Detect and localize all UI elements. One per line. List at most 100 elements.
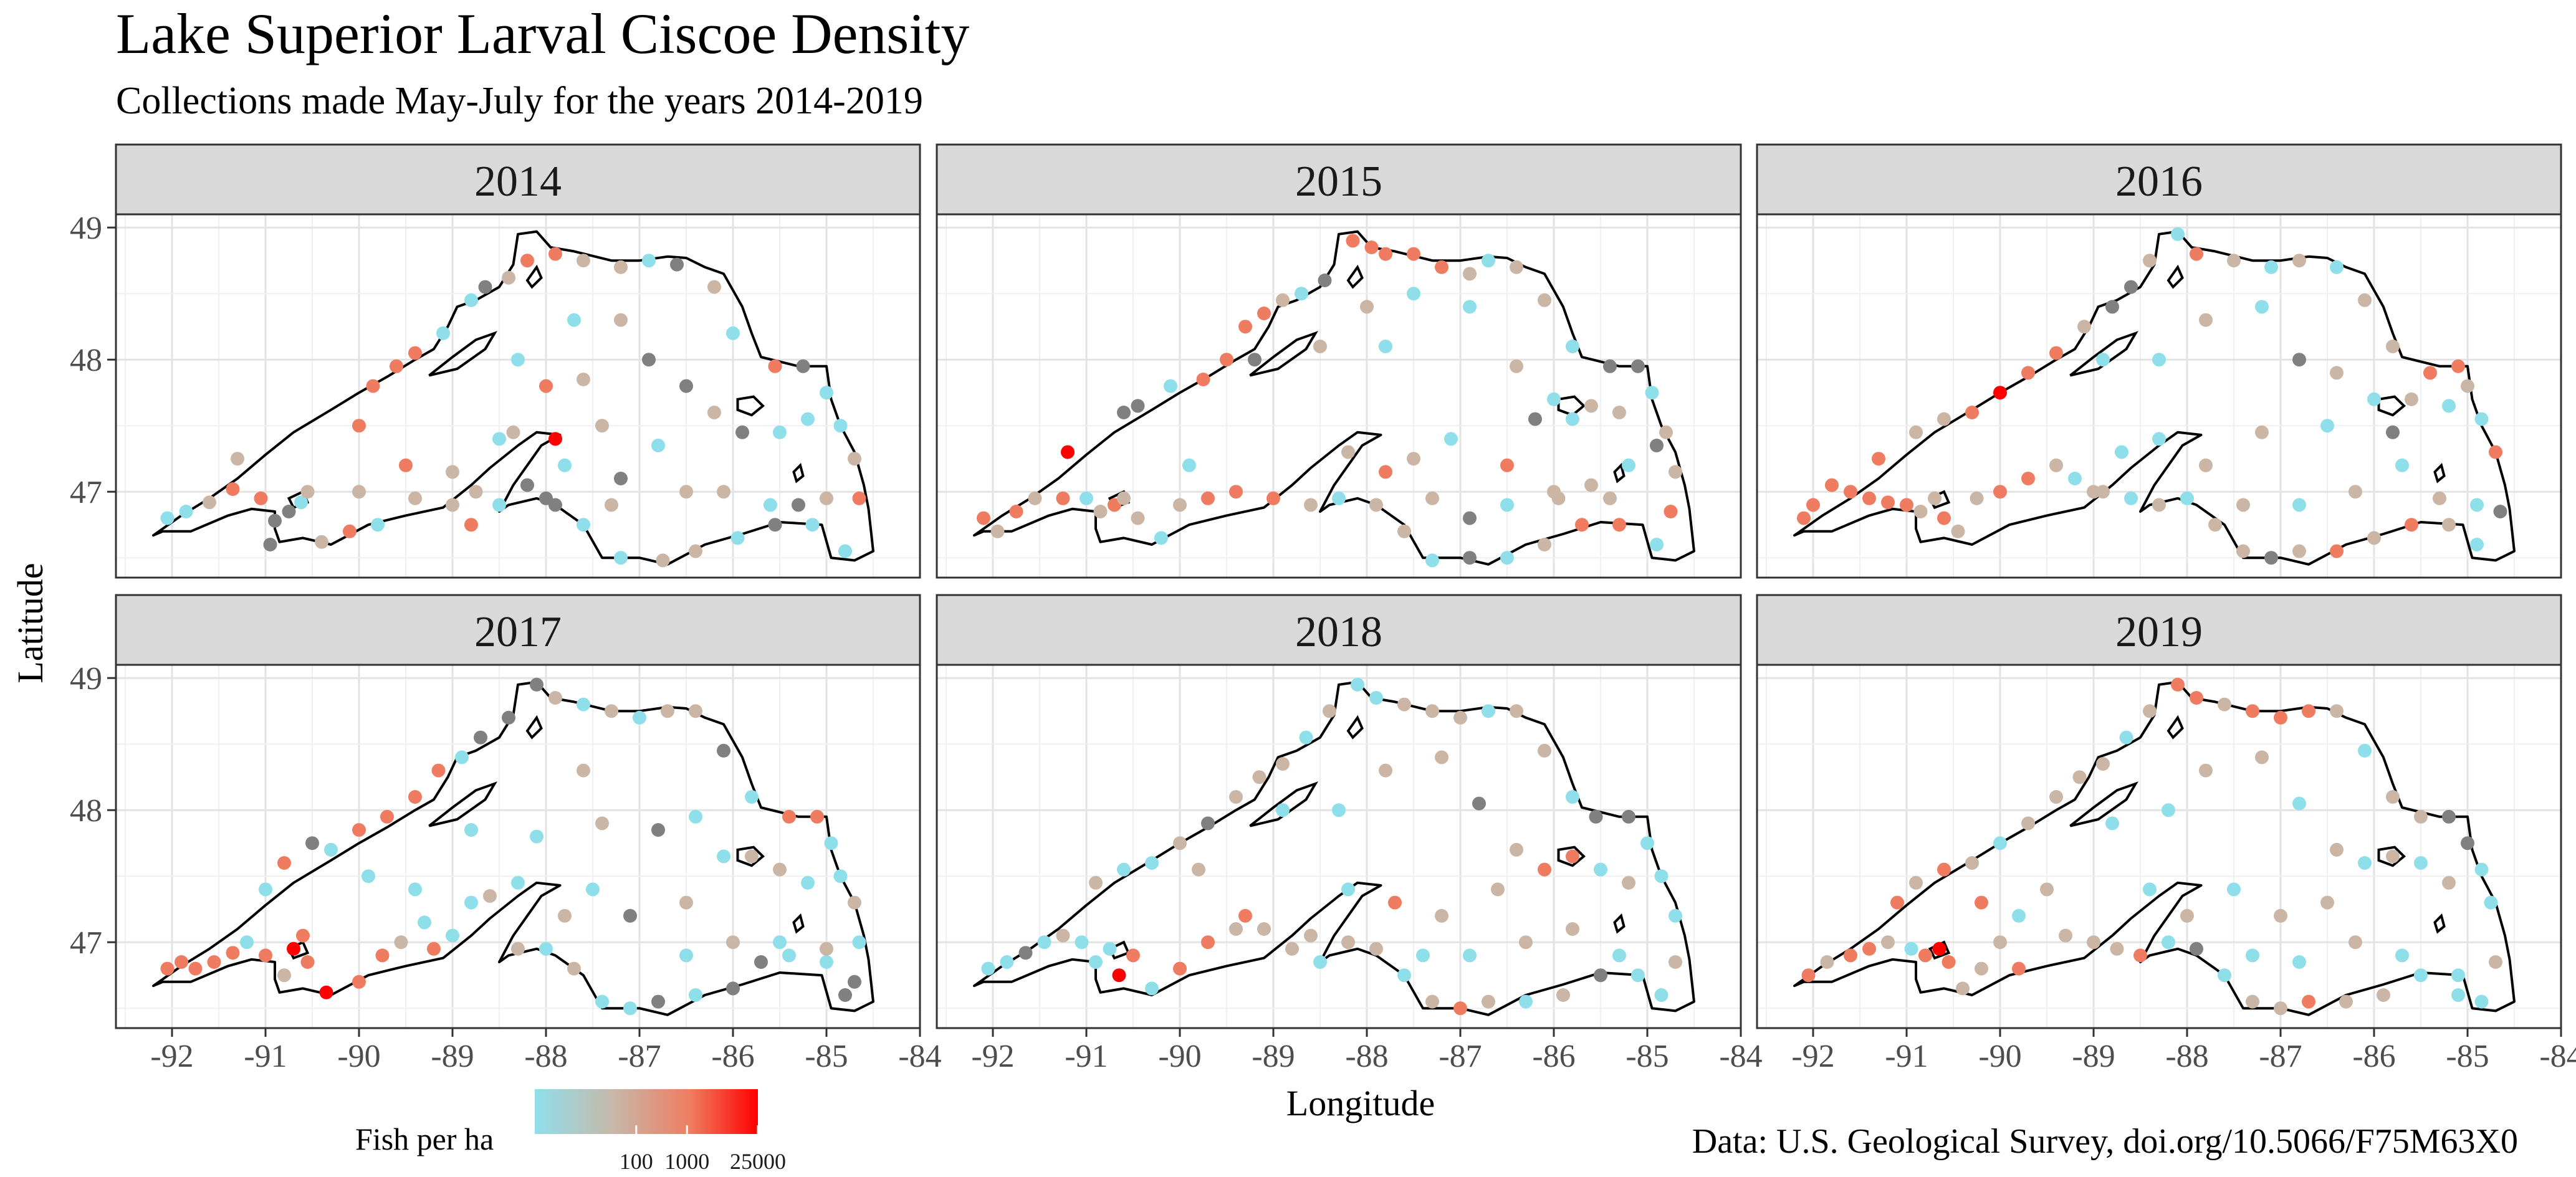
sample-point: [1612, 406, 1626, 419]
sample-point: [848, 895, 861, 910]
sample-point: [805, 518, 820, 532]
sample-point: [717, 743, 730, 758]
sample-point: [2049, 346, 2063, 360]
sample-point: [399, 458, 413, 472]
sample-points: [981, 677, 1682, 1016]
sample-point: [2423, 366, 2437, 380]
sample-point: [838, 544, 852, 558]
x-tick-label: -87: [2259, 1039, 2302, 1074]
sample-point: [1126, 948, 1140, 963]
sample-point: [990, 524, 1005, 538]
sample-point: [319, 985, 333, 999]
sample-point: [707, 280, 721, 294]
sample-point: [689, 809, 702, 824]
sample-point: [1556, 988, 1570, 1002]
sample-point: [446, 928, 459, 943]
island-outline: [2433, 462, 2446, 484]
panel-background: [116, 665, 920, 1028]
gridlines: [937, 214, 1742, 578]
sample-point: [287, 941, 300, 956]
sample-point: [1238, 908, 1252, 923]
sample-point: [2292, 254, 2306, 268]
sample-point: [2367, 531, 2381, 545]
sample-point: [2152, 353, 2166, 367]
sample-point: [1028, 491, 1042, 505]
sample-point: [689, 988, 702, 1002]
facet-2019: 2019 -92 -91 -90 -89 -88 -87 -86 -85 -84: [1756, 594, 2576, 1074]
island-outline: [2069, 331, 2139, 377]
sample-point: [2072, 770, 2087, 784]
x-tick-label: -90: [1158, 1039, 1201, 1074]
island-outline: [1613, 462, 1626, 484]
sample-point: [1612, 948, 1626, 963]
sample-point: [1341, 935, 1355, 950]
sample-point: [408, 790, 422, 804]
sample-point: [2115, 445, 2128, 459]
sample-point: [2096, 353, 2110, 367]
sample-point: [1900, 498, 1913, 512]
x-tick-label: -85: [805, 1039, 848, 1074]
sample-point: [1797, 511, 1811, 525]
gridlines: [937, 665, 1742, 1028]
sample-point: [1844, 948, 1857, 963]
sample-point: [1566, 790, 1579, 804]
sample-point: [1993, 836, 2007, 851]
sample-point: [1364, 241, 1379, 254]
sample-point: [848, 974, 861, 989]
panel-background: [116, 214, 920, 578]
sample-point: [1669, 465, 1682, 479]
sample-point: [2433, 491, 2446, 505]
sample-point: [1346, 234, 1360, 248]
sample-point: [352, 823, 366, 837]
gridlines: [1757, 214, 2562, 578]
sample-point: [1482, 254, 1495, 268]
sample-point: [1519, 935, 1533, 950]
sample-point: [506, 425, 520, 439]
sample-point: [1229, 790, 1243, 804]
sample-point: [1229, 485, 1243, 499]
sample-point: [1654, 988, 1669, 1002]
sample-point: [371, 518, 385, 532]
sample-point: [735, 425, 749, 439]
sample-point: [1965, 406, 1979, 419]
sample-point: [1872, 452, 1885, 466]
sample-point: [2246, 994, 2259, 1009]
sample-point: [1388, 895, 1402, 910]
sample-point: [1603, 491, 1617, 505]
sample-point: [2096, 757, 2110, 771]
panel-border: [115, 664, 921, 1029]
sample-point: [651, 823, 665, 837]
x-tick-label: -90: [1978, 1039, 2021, 1074]
sample-point: [431, 763, 446, 778]
sample-point: [764, 498, 777, 512]
sample-point: [464, 895, 478, 910]
sample-point: [277, 968, 291, 983]
sample-point: [179, 505, 193, 518]
sample-point: [2152, 432, 2166, 446]
sample-point: [1937, 862, 1951, 877]
sample-point: [2386, 849, 2400, 864]
sample-point: [1313, 340, 1327, 353]
sample-point: [1304, 498, 1318, 512]
shoreline: [152, 230, 874, 566]
sample-point: [1472, 796, 1486, 811]
sample-point: [1928, 491, 1942, 505]
sample-point: [2395, 948, 2409, 963]
sample-point: [1201, 491, 1215, 505]
sample-point: [1463, 300, 1477, 314]
sample-point: [1407, 452, 1420, 466]
sample-point: [1904, 941, 1918, 956]
sample-point: [595, 419, 609, 433]
sample-point: [801, 875, 815, 890]
sample-point: [1659, 425, 1673, 439]
sample-point: [1341, 445, 1355, 459]
sample-point: [2264, 260, 2278, 274]
y-tick-label: 48: [70, 793, 102, 829]
sample-point: [1435, 750, 1448, 765]
sample-point: [577, 518, 590, 532]
sample-point: [2105, 816, 2119, 831]
sample-point: [614, 260, 628, 274]
sample-point: [1117, 406, 1131, 419]
sample-point: [1510, 704, 1523, 718]
sample-point: [773, 935, 787, 950]
